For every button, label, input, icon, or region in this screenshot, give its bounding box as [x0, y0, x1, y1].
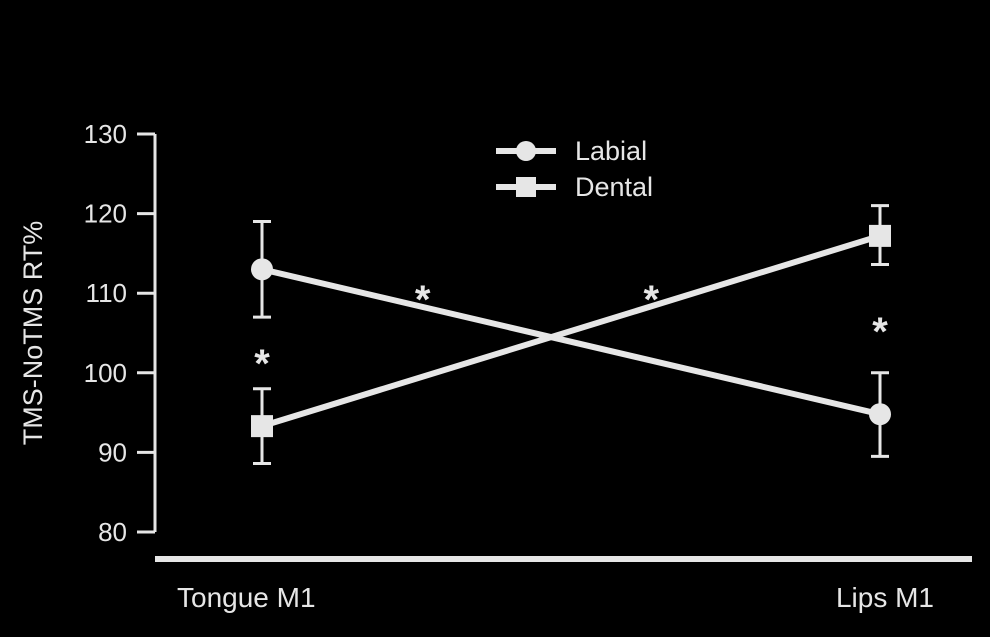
significance-marker: *	[254, 342, 270, 386]
legend-label: Labial	[575, 136, 647, 166]
y-tick-label: 100	[84, 358, 127, 388]
legend-marker	[516, 177, 536, 197]
data-point-labial	[869, 403, 891, 426]
significance-marker: *	[415, 278, 431, 322]
y-tick-label: 110	[86, 278, 127, 308]
y-axis-label: TMS-NoTMS RT%	[18, 221, 48, 446]
data-point-dental	[869, 224, 891, 247]
legend-marker	[516, 141, 536, 161]
x-tick-label: Lips M1	[836, 582, 934, 613]
data-point-dental	[251, 415, 273, 438]
significance-marker: *	[644, 278, 660, 322]
y-tick-label: 90	[98, 437, 127, 467]
data-point-labial	[251, 258, 273, 281]
y-tick-label: 120	[84, 199, 127, 229]
y-tick-label: 130	[84, 119, 127, 149]
series-line-labial	[261, 266, 881, 418]
y-tick-label: 80	[98, 517, 127, 547]
significance-marker: *	[872, 310, 888, 354]
x-tick-label: Tongue M1	[177, 582, 316, 613]
legend-label: Dental	[575, 172, 653, 202]
series-line-dental	[261, 233, 881, 429]
